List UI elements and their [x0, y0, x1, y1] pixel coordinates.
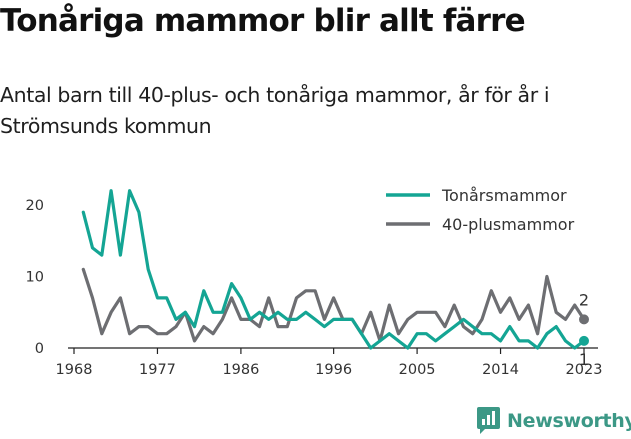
series-line-forty: [81, 267, 586, 343]
x-axis: 1968 1977 1986 1996 2005 2014 2023: [56, 347, 603, 378]
end-value-label-teen: 1: [579, 350, 589, 369]
x-tick-label: 2005: [399, 362, 436, 378]
y-axis-labels: 0 10 20: [26, 198, 44, 357]
brand-logo: Newsworthy: [476, 406, 631, 435]
x-tick-label: 1977: [139, 362, 176, 378]
end-value-label-forty: 2: [579, 290, 589, 309]
x-tick-label: 1996: [315, 362, 352, 378]
legend: Tonårsmammor 40-plusmammor: [386, 186, 575, 234]
x-tick-label: 2014: [482, 362, 519, 378]
series-layer: 21: [81, 189, 589, 369]
y-tick-label: 0: [35, 341, 44, 357]
y-tick-label: 10: [26, 270, 44, 286]
y-tick-label: 20: [26, 198, 44, 214]
series-end-point-teen: [579, 335, 589, 346]
page-title: Tonåriga mammor blir allt färre: [0, 3, 526, 39]
x-tick-label: 2023: [566, 362, 603, 378]
page-subtitle: Antal barn till 40-plus- och tonåriga ma…: [0, 83, 550, 138]
legend-label-teen: Tonårsmammor: [441, 186, 567, 205]
brand-name: Newsworthy: [507, 409, 631, 432]
newsworthy-logo-icon: [477, 407, 500, 434]
x-tick-label: 1986: [222, 362, 259, 378]
legend-label-forty: 40-plusmammor: [442, 215, 575, 234]
x-tick-label: 1968: [56, 362, 93, 378]
series-line-teen: [81, 189, 586, 350]
series-end-point-forty: [579, 314, 589, 325]
